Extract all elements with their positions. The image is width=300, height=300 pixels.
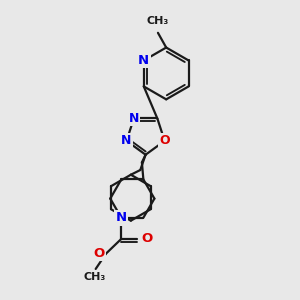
Text: N: N [138, 54, 149, 67]
Text: N: N [129, 112, 139, 125]
Text: CH₃: CH₃ [146, 16, 169, 26]
Text: N: N [116, 211, 127, 224]
Text: O: O [94, 247, 105, 260]
Text: CH₃: CH₃ [84, 272, 106, 283]
Text: O: O [159, 134, 170, 147]
Text: N: N [122, 134, 132, 147]
Text: O: O [141, 232, 153, 245]
